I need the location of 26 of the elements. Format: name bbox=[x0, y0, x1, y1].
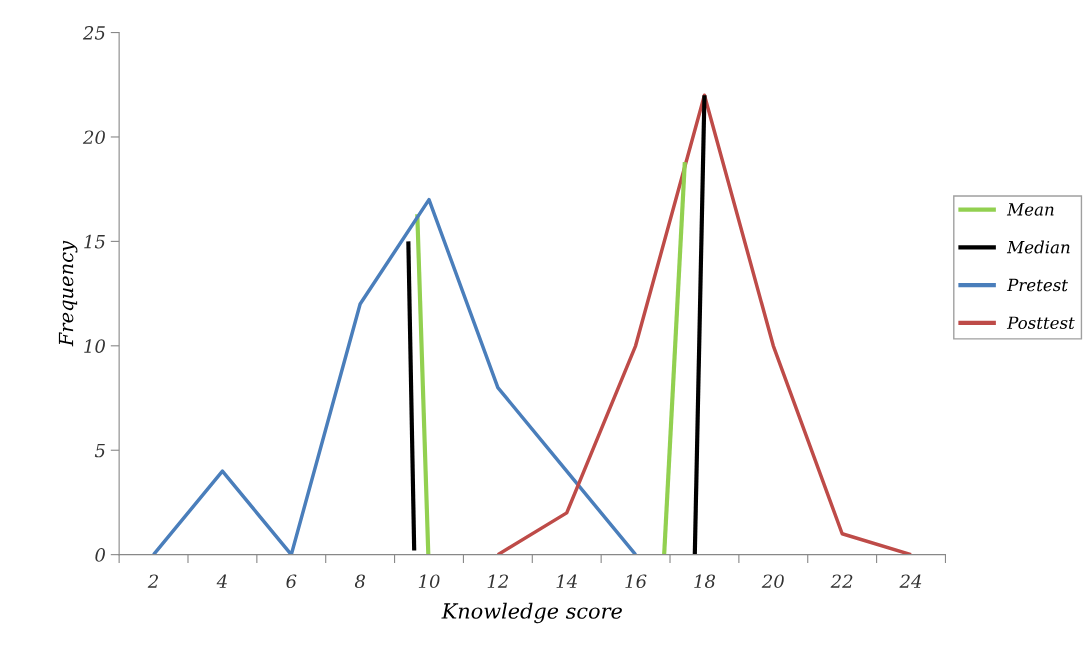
x-tick-label: 18 bbox=[694, 574, 716, 589]
y-tick-label: 20 bbox=[82, 130, 105, 145]
y-tick-label: 5 bbox=[94, 443, 105, 458]
line-series bbox=[151, 197, 638, 555]
y-tick-label: 10 bbox=[84, 339, 105, 353]
x-tick-label: 12 bbox=[487, 574, 509, 588]
x-tick-label: 6 bbox=[286, 574, 297, 589]
x-tick-label: 10 bbox=[418, 574, 440, 589]
x-tick-label: 4 bbox=[216, 574, 227, 588]
legend-label: Pretest bbox=[1006, 278, 1069, 292]
x-tick-label: 22 bbox=[830, 574, 853, 588]
x-tick-label: 14 bbox=[556, 574, 577, 588]
x-tick-label: 24 bbox=[899, 574, 922, 588]
y-tick-label: 0 bbox=[95, 548, 105, 562]
y-tick-label: 25 bbox=[82, 26, 105, 40]
line-series bbox=[496, 93, 913, 555]
x-tick-label: 20 bbox=[761, 574, 784, 589]
legend-label: Mean bbox=[1006, 203, 1054, 216]
x-axis-title: Knowledge score bbox=[441, 602, 622, 624]
y-tick-label: 15 bbox=[84, 234, 105, 249]
y-axis-title: Frequency bbox=[58, 240, 78, 347]
x-tick-label: 8 bbox=[354, 574, 365, 589]
x-tick-label: 2 bbox=[147, 574, 159, 588]
legend-label: Posttest bbox=[1006, 316, 1075, 330]
x-tick-label: 16 bbox=[625, 574, 647, 589]
legend-label: Median bbox=[1006, 240, 1070, 254]
